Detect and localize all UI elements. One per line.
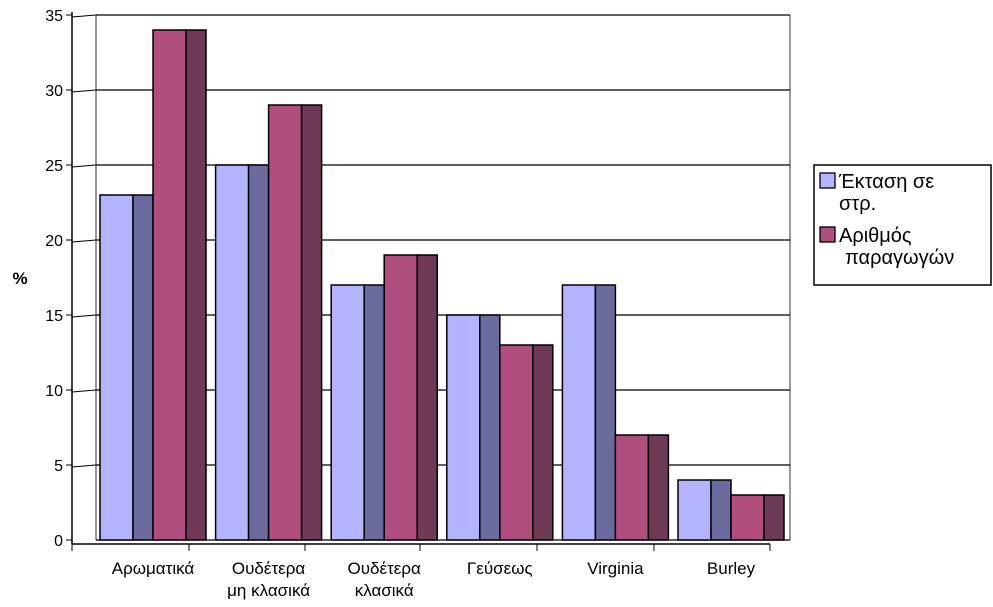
bar-side [711,480,731,540]
bar-side [595,285,615,540]
gridline-floor-segment [72,15,96,17]
y-tick-label: 30 [45,83,63,100]
y-tick-label: 0 [54,533,63,550]
y-tick-label: 15 [45,308,63,325]
x-category-label: Αρωματικά [112,559,195,578]
bar-front [216,165,249,540]
legend-swatch [820,227,835,242]
gridline-floor-segment [72,315,96,317]
x-category-label: Ουδέτερα μη κλασικά [227,559,310,600]
bars [100,30,784,540]
gridline-floor-segment [72,390,96,392]
bar-side [302,105,322,540]
x-category-label: Ουδέτερα κλασικά [348,559,422,600]
bar-front [731,495,764,540]
y-tick-label: 10 [45,383,63,400]
bar-front [615,435,648,540]
gridline-floor-segment [72,90,96,92]
bar-side [186,30,206,540]
y-tick-label: 25 [45,158,63,175]
gridline-floor-segment [72,240,96,242]
bar-side [364,285,384,540]
y-tick-label: 5 [54,458,63,475]
y-tick-label: 35 [45,8,63,25]
x-category-label: Burley [707,559,756,578]
bar-side [764,495,784,540]
y-tick-label: 20 [45,233,63,250]
x-category-label: Γεύσεως [467,559,533,578]
bar-side [133,195,153,540]
bar-side [533,345,553,540]
bar-front [269,105,302,540]
bar-front [500,345,533,540]
bar-front [100,195,133,540]
y-axis-title: % [12,269,27,288]
x-category-labels: Αρωματικά Ουδέτερα μη κλασικά Ουδέτερα κλασι… [112,559,756,600]
bar-side [480,315,500,540]
gridline-floor-segment [72,465,96,467]
bar-side [648,435,668,540]
bar-front [447,315,480,540]
gridline-floor-segment [72,165,96,167]
bar-side [249,165,269,540]
legend: Έκταση σε στρ.Αριθμός παραγωγών [814,165,991,285]
bar-front [562,285,595,540]
bar-front [153,30,186,540]
bar-front [331,285,364,540]
legend-swatch [820,173,835,188]
bar-side [417,255,437,540]
x-category-label: Virginia [587,559,644,578]
bar-front [384,255,417,540]
y-tick-labels: 0 5 10 15 20 25 30 35 [45,8,63,550]
bar-front [678,480,711,540]
